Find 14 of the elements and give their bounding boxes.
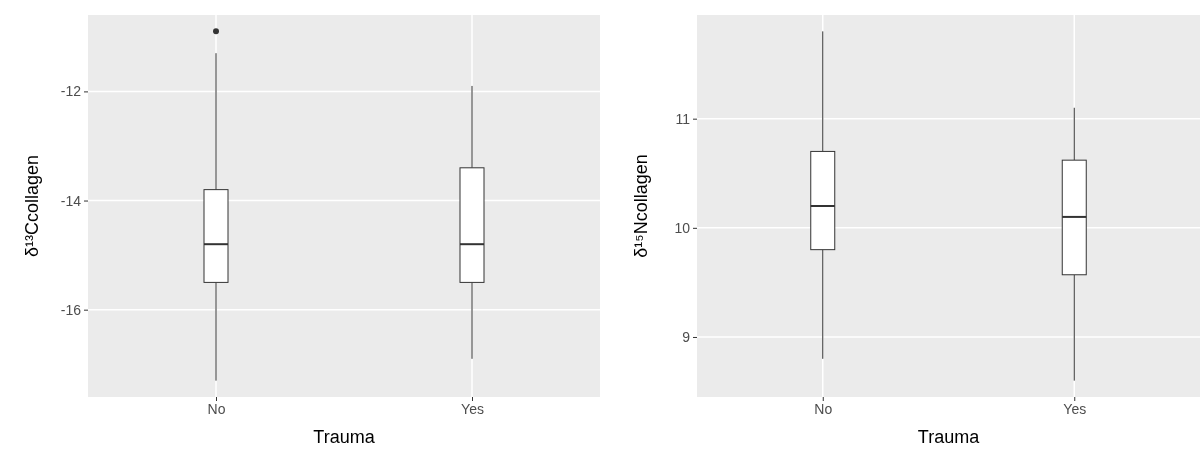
x-tick-label: No xyxy=(814,400,833,417)
y-tick-label: -14 xyxy=(60,192,82,209)
y-tick-label: -16 xyxy=(60,301,82,318)
x-tick-label: Yes xyxy=(461,400,484,417)
y-tick-label: 10 xyxy=(674,219,691,236)
y-tick-label: 11 xyxy=(675,110,691,127)
x-tick-label: Yes xyxy=(1063,400,1087,417)
y-axis-title: δ¹⁵Ncollagen xyxy=(631,154,651,258)
y-tick-label: -12 xyxy=(60,83,82,100)
x-axis-title: Trauma xyxy=(917,427,981,447)
y-axis-title: δ¹³Ccollagen xyxy=(22,154,42,258)
x-axis-title: Trauma xyxy=(313,427,376,447)
y-tick-label: 9 xyxy=(682,328,691,345)
x-tick-label: No xyxy=(207,400,226,417)
